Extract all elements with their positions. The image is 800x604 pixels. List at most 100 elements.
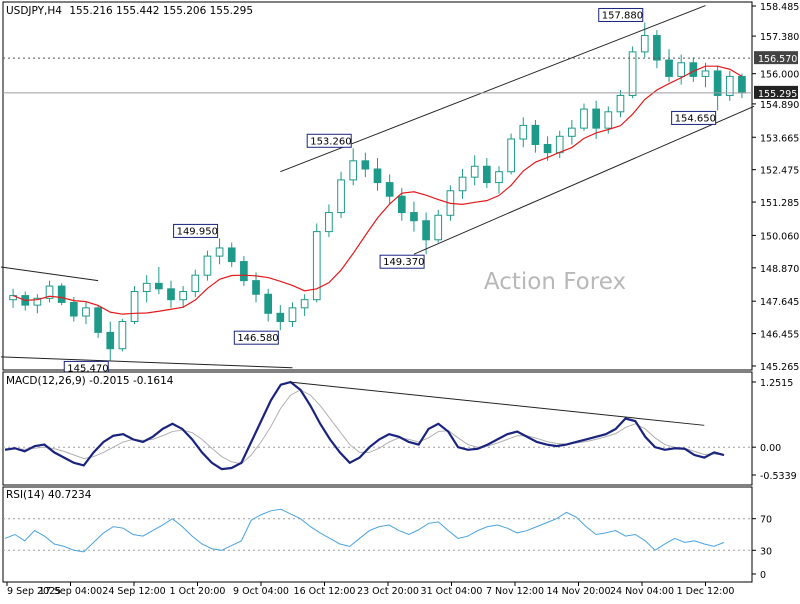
- x-tick-label: 23 Oct 20:00: [357, 586, 419, 597]
- annotation-label: 154.650: [675, 113, 716, 124]
- price-tick-label: 158.485: [760, 2, 799, 13]
- price-annotation: 157.880: [598, 7, 644, 22]
- macd-title: MACD(12,26,9) -0.2015 -0.1614: [6, 375, 174, 387]
- candle-body: [82, 307, 90, 317]
- candle: [337, 171, 345, 218]
- resistance-tag: [754, 51, 798, 65]
- annotation-box: [233, 330, 279, 345]
- current-price-tag: [754, 85, 798, 99]
- candle: [130, 286, 139, 325]
- candle: [33, 294, 42, 314]
- candle-body: [361, 160, 370, 170]
- candle-body: [118, 320, 127, 350]
- candle: [713, 65, 722, 111]
- annotation-label: 145.470: [67, 363, 108, 374]
- candle: [118, 318, 127, 352]
- x-tick-label: 1 Oct 20:00: [170, 586, 226, 597]
- candle: [410, 201, 418, 232]
- annotation-box: [306, 133, 352, 148]
- candle-body: [288, 307, 297, 322]
- annotation-label: 153.260: [310, 136, 351, 147]
- candle-body: [580, 108, 588, 129]
- candle: [665, 49, 673, 82]
- candle-body: [604, 111, 613, 129]
- price-annotation: 146.580: [233, 330, 279, 345]
- candle: [507, 133, 515, 175]
- candle-body: [191, 274, 200, 293]
- ohlc-label: 155.216 155.442 155.206 155.295: [69, 5, 253, 17]
- candle-body: [677, 62, 686, 77]
- rsi-tick-label: 30: [760, 546, 772, 557]
- candle: [240, 256, 248, 287]
- candle-body: [349, 160, 358, 181]
- candle-body: [458, 176, 467, 192]
- rsi-title: RSI(14) 40.7234: [6, 489, 92, 501]
- macd-tick-label: 1.2515: [760, 378, 793, 389]
- candle: [312, 223, 321, 303]
- candle-body: [57, 285, 66, 303]
- x-tick-label: 7 Nov 12:00: [486, 586, 544, 597]
- candle-body: [725, 75, 734, 96]
- price-tick-label: 153.665: [760, 133, 799, 144]
- candle: [57, 283, 66, 306]
- candle-body: [130, 291, 139, 322]
- candle-body: [410, 212, 418, 222]
- candle: [203, 250, 212, 281]
- price-tick-label: 148.870: [760, 264, 799, 275]
- annotation-box: [598, 7, 644, 22]
- candle-body: [33, 297, 42, 306]
- candle-body: [312, 231, 321, 301]
- price-annotation: 149.370: [379, 254, 425, 269]
- candle: [349, 148, 358, 186]
- candle-body: [45, 285, 54, 299]
- candle: [264, 288, 273, 322]
- resistance-tag-label: 156.570: [758, 54, 797, 65]
- candle-body: [252, 280, 260, 295]
- candle: [628, 46, 637, 99]
- candle-body: [616, 94, 625, 113]
- candle: [288, 302, 297, 327]
- price-tick-label: 145.265: [760, 362, 799, 373]
- candle-body: [397, 195, 406, 214]
- x-tick-label: 14 Nov 20:00: [546, 586, 610, 597]
- price-tick-label: 157.380: [760, 32, 799, 43]
- candle: [580, 103, 588, 131]
- candle: [106, 321, 115, 361]
- x-tick-label: 1 Dec 12:00: [677, 586, 735, 597]
- candle-body: [240, 261, 248, 282]
- candle: [191, 269, 200, 297]
- candle-body: [179, 291, 187, 301]
- price-header: USDJPY,H4 155.216 155.442 155.206 155.29…: [6, 5, 253, 17]
- candle: [300, 294, 309, 317]
- candle-body: [373, 168, 382, 184]
- candle: [422, 212, 430, 255]
- annotation-label: 149.950: [177, 226, 218, 237]
- annotation-box: [173, 223, 219, 238]
- annotation-label: 146.580: [237, 333, 278, 344]
- moving-average-line: [12, 65, 743, 315]
- candle: [653, 30, 661, 69]
- candle-body: [300, 299, 309, 309]
- candle: [470, 155, 479, 186]
- old-support-line: [0, 356, 293, 369]
- price-tick-label: 150.060: [760, 231, 799, 242]
- candle: [725, 70, 734, 101]
- candle-body: [628, 51, 637, 96]
- price-panel: 158.485 157.380 156.000 154.890 153.665 152.4…: [0, 1, 799, 375]
- candle: [677, 54, 686, 85]
- candles: [9, 22, 746, 361]
- candle: [616, 90, 625, 118]
- candle: [640, 22, 649, 58]
- candle-body: [482, 165, 491, 184]
- candle-body: [385, 182, 394, 197]
- candle: [167, 280, 175, 308]
- price-tick-label: 156.000: [760, 70, 799, 81]
- candle: [495, 166, 503, 194]
- candle: [179, 286, 187, 308]
- macd-tick-label: 0.00: [760, 443, 781, 454]
- candle: [701, 62, 710, 88]
- candle-body: [653, 35, 661, 61]
